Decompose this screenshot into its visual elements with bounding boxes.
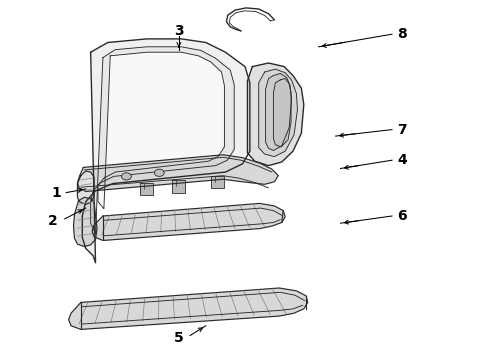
Polygon shape (259, 69, 297, 157)
Polygon shape (74, 197, 97, 247)
Text: 4: 4 (397, 153, 407, 167)
Circle shape (154, 169, 164, 176)
Polygon shape (140, 183, 153, 195)
Polygon shape (266, 73, 292, 150)
Polygon shape (77, 171, 94, 204)
Text: 2: 2 (48, 215, 58, 228)
Text: 5: 5 (174, 332, 184, 345)
Polygon shape (69, 288, 308, 329)
Polygon shape (172, 180, 185, 193)
Polygon shape (98, 52, 224, 209)
Circle shape (122, 173, 131, 180)
Polygon shape (247, 63, 304, 166)
Text: 8: 8 (397, 27, 407, 41)
Polygon shape (273, 78, 291, 147)
Polygon shape (77, 155, 278, 192)
Polygon shape (92, 203, 285, 240)
Text: 3: 3 (174, 24, 184, 37)
Polygon shape (91, 47, 234, 234)
Polygon shape (82, 39, 250, 263)
Polygon shape (211, 176, 224, 188)
Text: 6: 6 (397, 209, 407, 223)
Text: 7: 7 (397, 123, 407, 136)
Text: 1: 1 (51, 186, 61, 199)
